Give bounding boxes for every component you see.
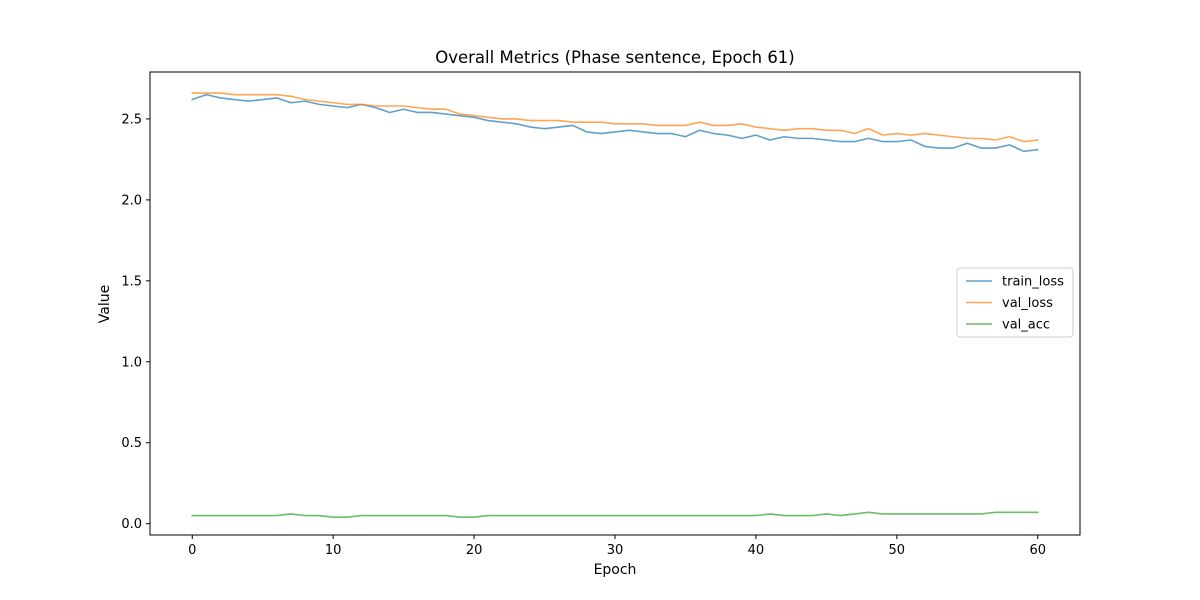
legend-label-val-loss: val_loss xyxy=(1002,296,1053,311)
y-tick-label: 0.0 xyxy=(121,517,142,532)
plot-series xyxy=(191,92,1039,518)
x-tick-label: 50 xyxy=(889,543,906,558)
legend-label-train-loss: train_loss xyxy=(1002,275,1064,290)
x-tick-label: 0 xyxy=(188,543,196,558)
x-axis-label: Epoch xyxy=(594,562,637,578)
y-axis: 0.0 0.5 1.0 1.5 2.0 2.5 xyxy=(121,112,150,532)
x-axis: 0 10 20 30 40 50 60 xyxy=(188,535,1046,558)
legend-box xyxy=(956,267,1074,338)
y-tick-label: 2.0 xyxy=(121,193,142,208)
series-line-train-loss xyxy=(191,93,1039,153)
x-tick-label: 60 xyxy=(1029,543,1046,558)
series-line-val-acc xyxy=(191,511,1039,518)
y-tick-label: 1.5 xyxy=(121,274,142,289)
y-tick-label: 0.5 xyxy=(121,436,142,451)
legend-label-val-acc: val_acc xyxy=(1002,318,1050,333)
x-tick-label: 20 xyxy=(466,543,483,558)
series-line-val-loss xyxy=(191,92,1039,143)
y-tick-label: 1.0 xyxy=(121,355,142,370)
chart-title: Overall Metrics (Phase sentence, Epoch 6… xyxy=(435,48,795,67)
x-tick-label: 10 xyxy=(325,543,342,558)
y-tick-label: 2.5 xyxy=(121,112,142,127)
legend: train_loss val_loss val_acc xyxy=(956,267,1074,338)
x-tick-label: 30 xyxy=(607,543,624,558)
y-axis-label: Value xyxy=(97,285,113,323)
x-tick-label: 40 xyxy=(748,543,765,558)
